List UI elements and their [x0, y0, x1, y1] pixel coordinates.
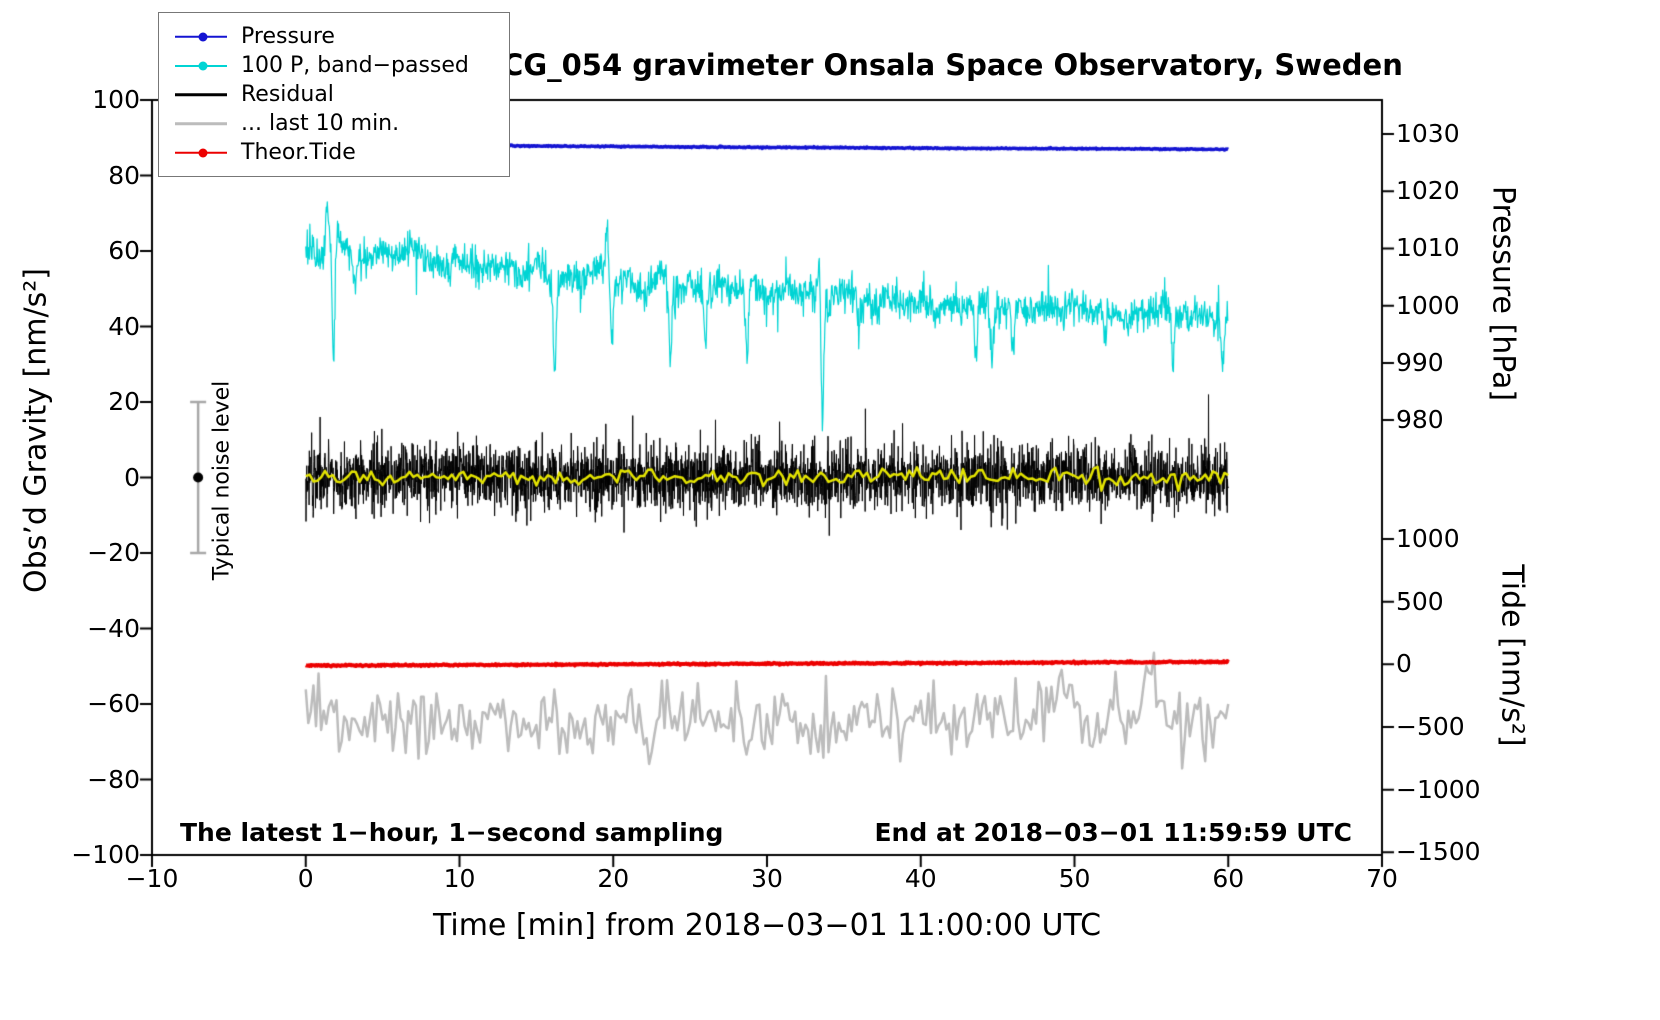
- x-axis-label: Time [min] from 2018−03−01 11:00:00 UTC: [432, 908, 1102, 943]
- left-tick-label: −60: [87, 689, 140, 718]
- left-tick-label: 80: [108, 160, 140, 190]
- legend-line-icon: [171, 60, 235, 72]
- legend-line-icon: [171, 31, 235, 43]
- pressure-tick-label: 1010: [1396, 233, 1460, 263]
- pressure-tick-label: 1020: [1396, 176, 1460, 206]
- chart-title: SCG_054 gravimeter Onsala Space Observat…: [481, 48, 1403, 82]
- pressure-tick-label: 1000: [1396, 290, 1460, 320]
- noise-level-label: Typical noise level: [209, 380, 235, 581]
- tide-tick-label: −1500: [1396, 837, 1481, 867]
- left-tick-label: −20: [87, 538, 140, 567]
- left-tick-label: 60: [108, 236, 140, 265]
- left-tick-label: −40: [87, 613, 140, 643]
- x-tick-label: 30: [751, 864, 783, 893]
- x-tick-label: 70: [1366, 864, 1398, 893]
- pressure-tick-label: 1030: [1396, 118, 1460, 148]
- left-tick-label: 40: [108, 311, 140, 341]
- legend-item: Theor.Tide: [171, 138, 497, 167]
- tide-tick-label: 500: [1396, 586, 1444, 616]
- pressure-tick-label: 990: [1396, 347, 1444, 377]
- tide-tick-label: 1000: [1396, 524, 1460, 554]
- legend-item-label: Residual: [241, 82, 334, 107]
- left-tick-label: −100: [71, 840, 140, 869]
- x-tick-label: 40: [904, 864, 937, 893]
- left-tick-label: −80: [87, 764, 140, 794]
- legend-line-icon: [171, 89, 235, 101]
- x-tick-label: 0: [297, 864, 314, 893]
- x-tick-label: 60: [1212, 864, 1245, 893]
- x-tick-label: 50: [1058, 864, 1091, 893]
- tide-tick-label: −500: [1396, 712, 1465, 742]
- legend-item: ... last 10 min.: [171, 109, 497, 138]
- legend-line-icon: [171, 147, 235, 159]
- legend: Pressure 100 P, band−passed Residual ... la…: [158, 12, 510, 177]
- legend-item: Residual: [171, 80, 497, 109]
- legend-item-label: ... last 10 min.: [241, 111, 400, 136]
- x-tick-label: −10: [125, 864, 179, 893]
- legend-item: Pressure: [171, 22, 497, 51]
- legend-item: 100 P, band−passed: [171, 51, 497, 80]
- x-tick-label: 20: [597, 864, 630, 893]
- legend-item-label: 100 P, band−passed: [241, 53, 469, 78]
- tide-tick-label: 0: [1396, 649, 1412, 679]
- left-tick-label: 20: [108, 387, 140, 416]
- legend-item-label: Pressure: [241, 24, 335, 49]
- left-tick-label: 100: [92, 85, 140, 114]
- legend-item-label: Theor.Tide: [241, 140, 356, 165]
- pressure-tick-label: 980: [1396, 405, 1444, 435]
- legend-line-icon: [171, 118, 235, 130]
- sampling-note: The latest 1−hour, 1−second sampling: [180, 818, 724, 847]
- left-tick-label: 0: [124, 462, 140, 492]
- tide-tick-label: −1000: [1396, 774, 1481, 804]
- x-tick-label: 10: [443, 864, 476, 893]
- end-time-note: End at 2018−03−01 11:59:59 UTC: [874, 818, 1352, 847]
